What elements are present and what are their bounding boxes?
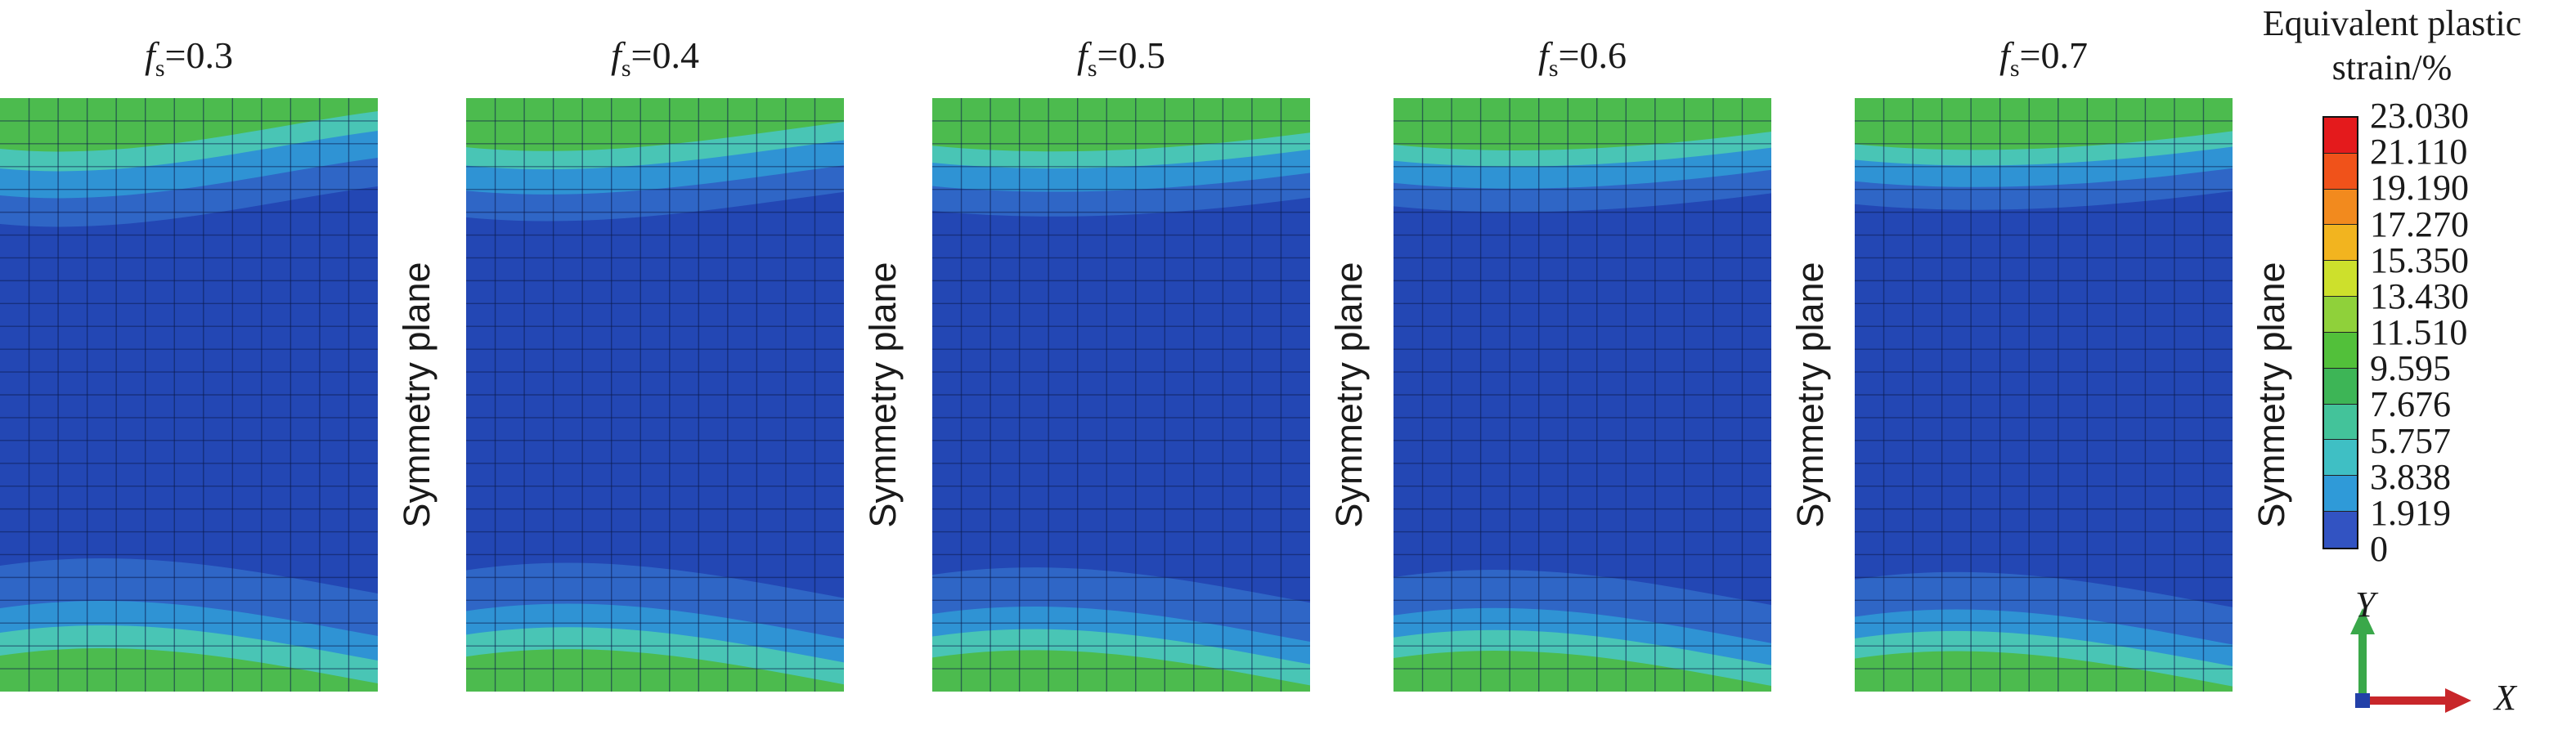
symmetry-plane-label: Symmetry plane: [1789, 262, 1831, 528]
top-strain-band: [0, 98, 378, 152]
panel-title: fs=0.6: [1393, 33, 1771, 81]
colorbar-swatch: [2324, 368, 2357, 405]
axis-triad-icon: [2350, 608, 2471, 713]
panel-title-symbol: f: [1538, 34, 1549, 76]
colorbar-swatch: [2324, 297, 2357, 333]
panel-title-subscript: s: [2009, 55, 2020, 82]
colorbar-tick-label: 9.595: [2370, 348, 2451, 389]
colorbar-swatch: [2324, 225, 2357, 262]
panel-title-symbol: f: [1999, 34, 2010, 76]
top-strain-band: [1855, 98, 2233, 150]
contour-panel: [1855, 98, 2233, 692]
colorbar-tick-label: 21.110: [2370, 132, 2468, 172]
contour-plot: [1393, 98, 1771, 692]
bottom-strain-band: [1393, 650, 1771, 692]
colorbar-tick-label: 11.510: [2370, 312, 2468, 352]
panel-title-subscript: s: [1548, 55, 1559, 82]
panel-title: fs=0.4: [466, 33, 844, 81]
contour-plot: [0, 98, 378, 692]
symmetry-plane-label: Symmetry plane: [396, 262, 438, 528]
colorbar-tick-label: 15.350: [2370, 240, 2469, 280]
bottom-strain-band: [1855, 651, 2233, 692]
colorbar-tick-label: 23.030: [2370, 96, 2469, 136]
panel-title-value: =0.7: [2019, 34, 2088, 76]
top-strain-band: [1393, 98, 1771, 150]
y-axis-arrow-shaft: [2358, 628, 2367, 703]
panel-title-subscript: s: [155, 55, 165, 82]
legend-title: Equivalent plastic strain/%: [2208, 2, 2576, 90]
symmetry-plane-label: Symmetry plane: [2251, 262, 2292, 528]
colorbar-swatch: [2324, 440, 2357, 477]
panel-title-subscript: s: [621, 55, 631, 82]
x-axis-label: X: [2494, 678, 2516, 718]
contour-plot: [932, 98, 1310, 692]
contour-plot: [466, 98, 844, 692]
legend-title-line2: strain/%: [2331, 47, 2453, 87]
colorbar-tick-label: 17.270: [2370, 204, 2469, 244]
colorbar-swatch: [2324, 261, 2357, 298]
colorbar-swatch: [2324, 404, 2357, 441]
panel-title: fs=0.7: [1855, 33, 2233, 81]
bottom-strain-band: [0, 647, 378, 692]
top-strain-band: [466, 98, 844, 151]
colorbar-swatch: [2324, 512, 2357, 548]
contour-panel: [1393, 98, 1771, 692]
contour-plot: [1855, 98, 2233, 692]
colorbar-tick-label: 7.676: [2370, 384, 2451, 425]
symmetry-plane-label: Symmetry plane: [1328, 262, 1370, 528]
colorbar-swatch: [2324, 332, 2357, 369]
legend-title-line1: Equivalent plastic: [2262, 3, 2522, 43]
top-strain-band: [932, 98, 1310, 152]
panel-title: fs=0.5: [932, 33, 1310, 81]
colorbar-swatch: [2324, 476, 2357, 513]
colorbar-tick-label: 1.919: [2370, 492, 2451, 533]
contour-panel: [466, 98, 844, 692]
symmetry-plane-label: Symmetry plane: [862, 262, 904, 528]
panel-title-symbol: f: [611, 34, 622, 76]
panel-title-value: =0.5: [1097, 34, 1165, 76]
panel-title-value: =0.3: [164, 34, 233, 76]
colorbar: [2322, 116, 2358, 549]
panel-title-symbol: f: [145, 34, 155, 76]
colorbar-tick-label: 13.430: [2370, 275, 2469, 316]
panel-title-value: =0.4: [631, 34, 699, 76]
colorbar-tick-label: 5.757: [2370, 420, 2451, 461]
contour-panel: [0, 98, 378, 692]
colorbar-swatch: [2324, 153, 2357, 190]
colorbar-swatch: [2324, 189, 2357, 226]
axis-triad: Y X: [2347, 587, 2535, 726]
panel-title-subscript: s: [1087, 55, 1097, 82]
x-axis-arrow-head: [2445, 688, 2471, 713]
colorbar-tick-label: 19.190: [2370, 168, 2469, 208]
bottom-strain-band: [932, 650, 1310, 692]
contour-panel: [932, 98, 1310, 692]
x-axis-arrow-shaft: [2365, 696, 2450, 705]
panel-title-value: =0.6: [1558, 34, 1627, 76]
panel-title-symbol: f: [1077, 34, 1088, 76]
colorbar-swatch: [2324, 118, 2357, 154]
origin-marker: [2355, 693, 2370, 708]
panel-title: fs=0.3: [0, 33, 378, 81]
y-axis-label: Y: [2355, 584, 2376, 625]
y-axis-arrow-head: [2350, 608, 2375, 634]
bottom-strain-band: [466, 649, 844, 692]
colorbar-tick-label: 3.838: [2370, 456, 2451, 497]
colorbar-tick-label: 0: [2370, 529, 2388, 569]
